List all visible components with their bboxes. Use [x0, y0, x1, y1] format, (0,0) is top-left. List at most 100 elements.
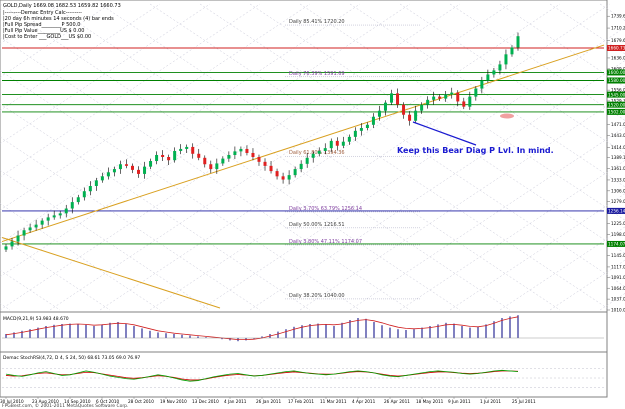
fib-label: Daily 38.20% 1040.00: [289, 293, 345, 299]
info-line: |Full Pip Spread________P 500.0: [3, 22, 80, 28]
candle-body: [118, 164, 122, 170]
candle-body: [281, 176, 285, 180]
grid-line: [0, 70, 361, 311]
candle-body: [34, 224, 38, 228]
price-tick-label: 1609.00: [611, 66, 625, 71]
level-box: [607, 44, 625, 51]
grid-line: [499, 226, 625, 311]
price-tick-label: 1198.00: [611, 232, 625, 237]
price-tick-label: 1529.35: [611, 98, 625, 103]
candle-body: [353, 130, 357, 137]
price-tick-label: 1279.00: [611, 199, 625, 204]
candle-body: [137, 169, 141, 174]
candle-body: [233, 151, 237, 155]
trend-line-upper: [1, 44, 605, 243]
chart-title: GOLD,Daily 1669.08 1682.53 1659.82 1660.…: [3, 3, 121, 9]
candle-body: [251, 152, 255, 157]
candle-body: [197, 153, 201, 158]
annotation-mark: [500, 113, 514, 119]
candle-body: [16, 235, 20, 242]
grid-line: [0, 36, 411, 311]
grid-line: [0, 103, 311, 311]
grid-line: [0, 3, 111, 78]
candle-body: [161, 154, 165, 157]
fib-label: Daily 76.39% 1591.69: [289, 71, 345, 77]
level-box-label: 1600.00: [608, 70, 625, 75]
candle-body: [299, 163, 303, 170]
candle-body: [203, 157, 207, 165]
candle-body: [323, 148, 327, 151]
candle-body: [173, 150, 177, 161]
price-tick-label: 1556.00: [611, 88, 625, 93]
date-label: 17 Feb 2011: [288, 399, 314, 404]
macd-label: MACD(9,21,9) 53.983 48.670: [3, 316, 69, 322]
marked-levels: 1660.73 1600.00 1580.00 1545.00 1520.00 1502.…: [607, 44, 625, 247]
candle-body: [498, 64, 502, 71]
price-tick-label: 1389.10: [611, 155, 625, 160]
price-tick-label: 1064.00: [611, 286, 625, 291]
stoch-green-line: [5, 369, 519, 382]
candle-body: [82, 191, 86, 198]
candle-body: [510, 47, 514, 55]
info-line: |Full Pip Value_________US $ 0.00: [3, 28, 84, 34]
grid-line: [99, 3, 561, 311]
candle-body: [64, 208, 68, 214]
candle-body: [371, 116, 375, 125]
candle-body: [396, 93, 400, 105]
candle-body: [432, 96, 436, 100]
candle-body: [383, 102, 387, 111]
candle-body: [426, 99, 430, 105]
candle-body: [275, 171, 279, 177]
stoch-label: Demac StochRSI(4,72, D 4, S 24, 50) 68.6…: [3, 355, 140, 361]
grid-line: [449, 193, 625, 311]
price-tick-label: 1010.00: [611, 308, 625, 313]
fib-levels: Daily 85.41% 1720.20 Daily 76.39% 1591.69…: [2, 19, 604, 300]
level-box: [607, 69, 625, 76]
candle-body: [22, 230, 26, 236]
candle-body: [305, 157, 309, 164]
candle-body: [4, 246, 8, 250]
grid-line: [0, 170, 211, 311]
date-label: 14 Sep 2010: [64, 399, 91, 404]
grid-line: [49, 3, 511, 311]
annotation-arrow: [412, 121, 477, 146]
candle-body: [58, 213, 62, 216]
candle-body: [112, 169, 116, 173]
fib-label: Daily 3.80% 47.11% 1174.07: [289, 239, 362, 245]
level-box: [607, 240, 625, 247]
level-box: [607, 91, 625, 98]
info-line: |---------Demac Entry Calc---------: [3, 10, 82, 16]
trend-lines: [1, 44, 605, 309]
candle-body: [420, 104, 424, 111]
candle-body: [70, 202, 74, 209]
candle-body: [462, 101, 466, 107]
candle-body: [245, 148, 249, 153]
level-box: [607, 108, 625, 115]
level-box-label: 1502.00: [608, 110, 625, 115]
candle-body: [130, 165, 134, 170]
candle-body: [408, 114, 412, 121]
candle-body: [209, 164, 213, 170]
level-box-label: 1520.00: [608, 102, 625, 107]
stoch-pane: [2, 368, 604, 388]
price-tick-label: 1037.00: [611, 297, 625, 302]
grid-line: [0, 203, 161, 311]
macd-pane: [2, 315, 604, 342]
date-label: 4 Jan 2011: [224, 399, 247, 404]
candle-body: [46, 217, 50, 221]
date-label: 1 Jul 2011: [480, 399, 501, 404]
candle-body: [239, 148, 243, 152]
candle-body: [106, 172, 110, 177]
level-box-label: 1545.00: [608, 92, 625, 97]
candle-body: [450, 92, 454, 95]
candle-body: [504, 54, 508, 65]
date-label: 26 Apr 2011: [384, 399, 410, 404]
price-tick-label: 1443.00: [611, 133, 625, 138]
level-box-label: 1660.73: [608, 46, 625, 51]
candle-body: [492, 70, 496, 75]
candle-body: [269, 165, 273, 172]
price-tick-label: 1471.00: [611, 122, 625, 127]
grid-line: [0, 3, 211, 144]
grid-line: [0, 3, 161, 111]
price-tick-label: 1306.05: [611, 188, 625, 193]
